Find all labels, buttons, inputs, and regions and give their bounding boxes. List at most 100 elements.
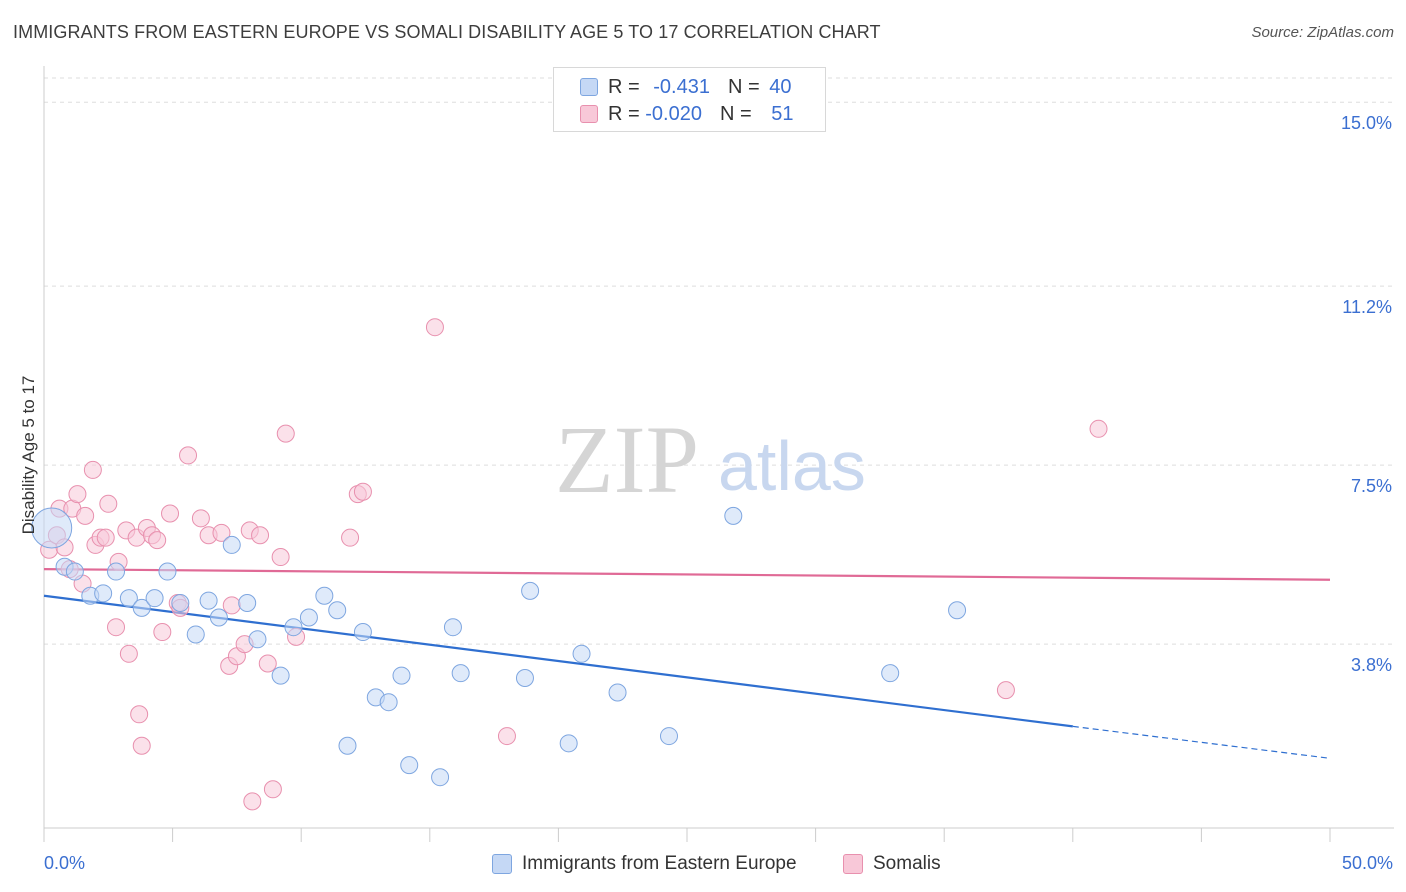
legend-r-value: -0.431 [653, 75, 710, 98]
data-point-somalis [153, 623, 172, 642]
data-point-somalis [76, 506, 95, 525]
data-point-eastern-europe [659, 727, 678, 746]
data-point-somalis [996, 681, 1015, 700]
legend-r-label: R = [608, 75, 646, 98]
data-point-somalis [83, 460, 102, 479]
data-point-somalis [148, 531, 167, 550]
y-tick-label: 7.5% [1351, 476, 1392, 496]
y-tick-label: 11.2% [1342, 297, 1392, 317]
tick-labels: 3.8% 7.5% 11.2% 15.0% 0.0% 50.0% [44, 113, 1393, 873]
watermark-zip: ZIP [555, 406, 699, 513]
legend-r-value: -0.020 [645, 102, 702, 125]
data-point-eastern-europe [521, 581, 540, 600]
data-point-eastern-europe [515, 669, 534, 687]
data-point-eastern-europe [724, 506, 743, 525]
data-point-eastern-europe [186, 625, 205, 644]
source-label: Source: ZipAtlas.com [1251, 24, 1394, 41]
bottom-legend-label-blue: Immigrants from Eastern Europe [522, 853, 797, 874]
data-point-somalis [243, 792, 262, 811]
data-point-eastern-europe [145, 589, 164, 608]
data-point-eastern-europe [94, 584, 113, 603]
bottom-legend-item-blue: Immigrants from Eastern Europe [492, 851, 797, 877]
legend-n-value: 51 [771, 102, 794, 125]
data-point-eastern-europe [948, 601, 967, 620]
data-point-somalis [271, 548, 290, 567]
data-point-eastern-europe [608, 683, 627, 702]
data-point-somalis [68, 485, 87, 504]
data-point-somalis [276, 424, 295, 443]
data-point-eastern-europe [199, 591, 218, 610]
chart-title: IMMIGRANTS FROM EASTERN EUROPE VS SOMALI… [13, 22, 881, 42]
data-point-somalis [130, 705, 149, 724]
data-point-somalis [132, 736, 151, 755]
data-point-eastern-europe [559, 734, 578, 753]
data-point-somalis [179, 446, 198, 465]
trendline-eastern-europe-extension [1072, 725, 1331, 759]
legend-r-label: R = [608, 102, 646, 125]
data-point-eastern-europe [31, 507, 73, 549]
data-point-somalis [119, 644, 138, 663]
y-axis-label: Disability Age 5 to 17 [19, 376, 38, 535]
data-point-eastern-europe [353, 623, 372, 642]
data-point-eastern-europe [881, 664, 900, 683]
legend-n-value: 40 [769, 75, 792, 98]
data-point-eastern-europe [107, 562, 126, 581]
data-point-somalis [497, 727, 516, 746]
data-point-eastern-europe [315, 586, 334, 605]
data-point-somalis [425, 318, 444, 337]
y-tick-label: 15.0% [1341, 113, 1392, 133]
data-point-eastern-europe [451, 664, 470, 683]
data-point-eastern-europe [284, 618, 303, 637]
data-point-somalis [251, 526, 270, 545]
legend-swatch-blue [580, 78, 598, 96]
data-point-eastern-europe [379, 693, 398, 712]
data-point-eastern-europe [238, 594, 257, 612]
data-point-eastern-europe [271, 666, 290, 685]
data-point-eastern-europe [299, 608, 318, 627]
data-points [31, 318, 1108, 811]
data-point-eastern-europe [431, 768, 450, 787]
data-point-somalis [1089, 419, 1108, 438]
data-point-somalis [222, 596, 241, 615]
y-tick-label: 3.8% [1351, 655, 1392, 675]
trendline-somalis [43, 568, 1331, 581]
data-point-eastern-europe [392, 666, 411, 685]
data-point-eastern-europe [338, 736, 357, 755]
bottom-legend-swatch-pink [843, 854, 863, 874]
data-point-eastern-europe [328, 601, 347, 620]
axes [43, 66, 1394, 842]
data-point-somalis [107, 618, 126, 637]
data-point-eastern-europe [400, 756, 419, 775]
legend-n-label: N = [727, 75, 766, 98]
data-point-eastern-europe [209, 608, 228, 627]
data-point-eastern-europe [572, 644, 591, 663]
watermark: ZIP atlas [555, 406, 866, 513]
legend-row-pink: R = -0.020 N = 51 [580, 101, 793, 127]
data-point-somalis [96, 528, 115, 547]
data-point-eastern-europe [443, 618, 462, 637]
data-point-eastern-europe [171, 594, 190, 612]
data-point-somalis [161, 504, 180, 523]
data-point-somalis [191, 509, 210, 528]
data-point-somalis [99, 494, 118, 513]
bottom-legend-label-pink: Somalis [873, 853, 941, 874]
bottom-legend-item-pink: Somalis [843, 851, 941, 877]
data-point-somalis [263, 780, 282, 799]
data-point-eastern-europe [65, 562, 84, 581]
correlation-legend: R = -0.431 N = 40 R = -0.020 N = 51 [553, 67, 826, 132]
data-point-somalis [353, 482, 372, 501]
data-point-eastern-europe [222, 535, 241, 554]
legend-n-label: N = [719, 102, 758, 125]
legend-swatch-pink [580, 105, 598, 123]
x-tick-label: 50.0% [1342, 853, 1393, 873]
legend-row-blue: R = -0.431 N = 40 [580, 74, 791, 100]
data-point-somalis [341, 528, 360, 547]
grid [44, 77, 1394, 645]
data-point-somalis [258, 654, 277, 673]
data-point-somalis [212, 523, 231, 542]
data-point-eastern-europe [132, 598, 151, 617]
data-point-eastern-europe [158, 562, 177, 581]
data-point-eastern-europe [119, 589, 138, 608]
x-tick-label: 0.0% [44, 853, 85, 873]
